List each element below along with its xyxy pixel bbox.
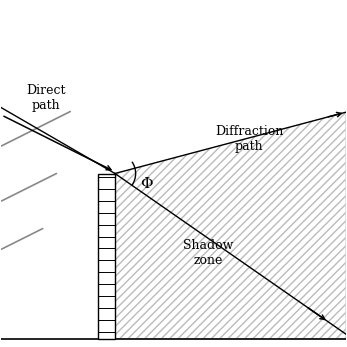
Text: Shadow
zone: Shadow zone bbox=[183, 239, 233, 267]
Text: Diffraction
path: Diffraction path bbox=[215, 125, 283, 153]
Polygon shape bbox=[115, 112, 346, 339]
Text: Φ: Φ bbox=[139, 177, 152, 191]
Polygon shape bbox=[98, 174, 115, 339]
Text: Direct
path: Direct path bbox=[26, 84, 66, 112]
